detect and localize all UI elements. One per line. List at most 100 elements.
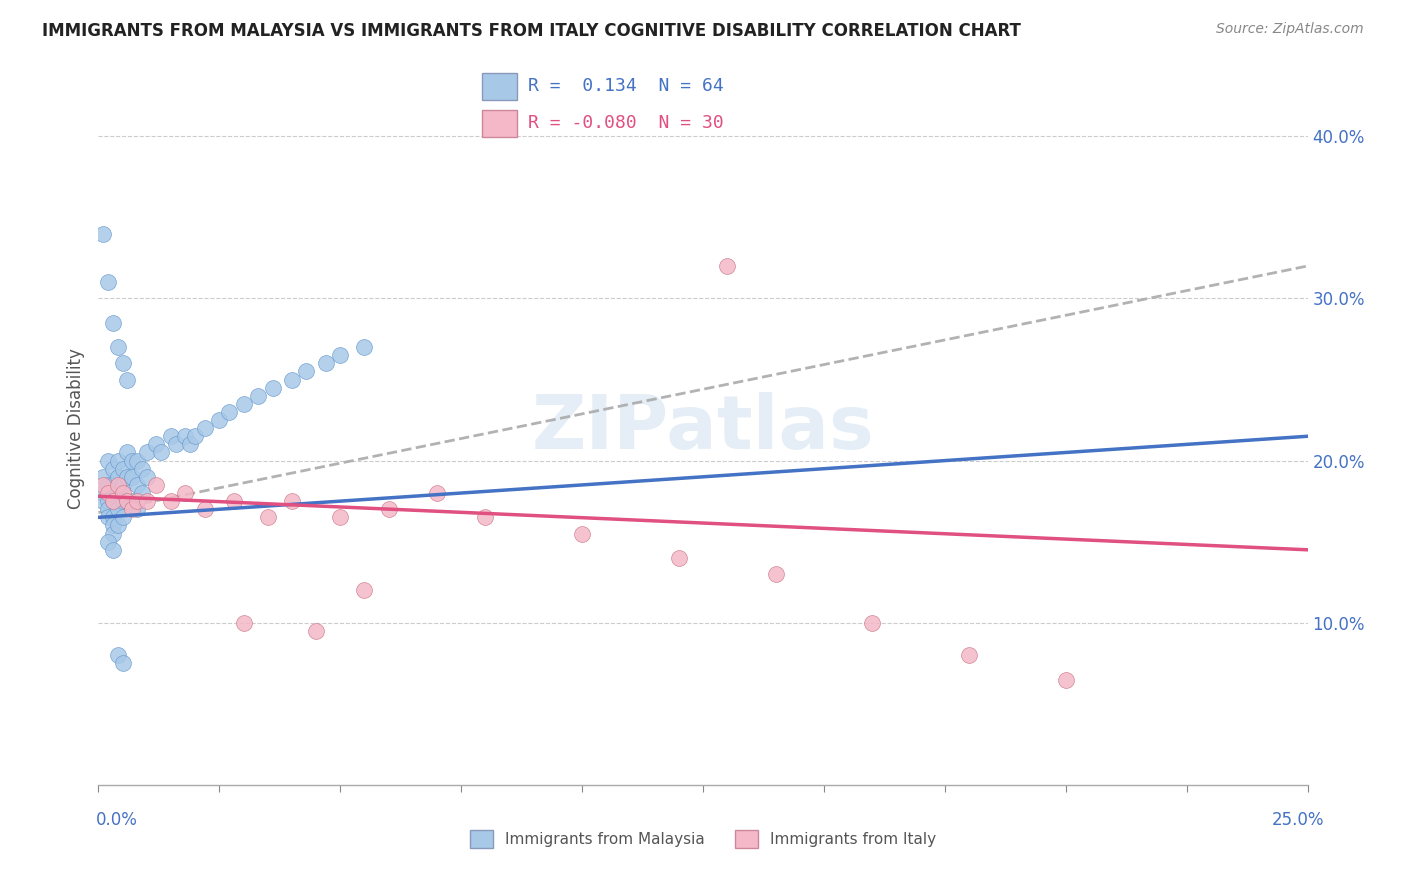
Point: [117, 470, 139, 484]
Point: [101, 542, 124, 557]
Point: [101, 494, 124, 508]
Point: [101, 461, 124, 475]
Point: [179, 437, 201, 451]
Point: [111, 461, 134, 475]
Point: [107, 486, 129, 500]
Point: [135, 470, 157, 484]
Y-axis label: Cognitive Disability: Cognitive Disability: [66, 348, 84, 508]
Point: [97, 494, 120, 508]
Text: R =  0.134  N = 64: R = 0.134 N = 64: [529, 78, 724, 95]
Point: [101, 316, 124, 330]
Point: [117, 372, 139, 386]
Point: [117, 494, 139, 508]
Text: 0.0%: 0.0%: [96, 811, 138, 829]
Point: [101, 518, 124, 533]
Point: [97, 502, 120, 516]
Point: [117, 445, 139, 459]
Point: [101, 478, 124, 492]
Point: [111, 356, 134, 370]
Point: [218, 405, 240, 419]
Point: [208, 413, 231, 427]
Point: [329, 510, 352, 524]
Point: [377, 502, 399, 516]
Point: [160, 494, 183, 508]
Point: [101, 510, 124, 524]
Bar: [482, 72, 516, 100]
Point: [174, 429, 197, 443]
Point: [353, 583, 375, 598]
Point: [131, 461, 153, 475]
Point: [716, 259, 738, 273]
Point: [127, 502, 149, 516]
Point: [135, 494, 157, 508]
Text: 25.0%: 25.0%: [1272, 811, 1324, 829]
Point: [91, 478, 114, 492]
Point: [150, 445, 173, 459]
Point: [107, 518, 129, 533]
Point: [117, 494, 139, 508]
Point: [305, 624, 328, 638]
Point: [131, 486, 153, 500]
Point: [315, 356, 337, 370]
Point: [281, 494, 304, 508]
Point: [121, 470, 143, 484]
Point: [107, 478, 129, 492]
Point: [295, 364, 318, 378]
Point: [97, 478, 120, 492]
Point: [957, 648, 980, 663]
Point: [111, 657, 134, 671]
Point: [860, 615, 883, 630]
Legend: Immigrants from Malaysia, Immigrants from Italy: Immigrants from Malaysia, Immigrants fro…: [463, 822, 943, 855]
Point: [101, 526, 124, 541]
Point: [111, 478, 134, 492]
Point: [281, 372, 304, 386]
Point: [107, 648, 129, 663]
Bar: [482, 110, 516, 137]
Point: [127, 453, 149, 467]
Point: [91, 227, 114, 241]
Point: [97, 510, 120, 524]
Point: [91, 486, 114, 500]
Point: [194, 421, 217, 435]
Point: [222, 494, 245, 508]
Point: [256, 510, 278, 524]
Point: [111, 510, 134, 524]
Point: [174, 486, 197, 500]
Text: IMMIGRANTS FROM MALAYSIA VS IMMIGRANTS FROM ITALY COGNITIVE DISABILITY CORRELATI: IMMIGRANTS FROM MALAYSIA VS IMMIGRANTS F…: [42, 22, 1021, 40]
Point: [121, 494, 143, 508]
Point: [111, 494, 134, 508]
Point: [107, 340, 129, 354]
Point: [571, 526, 593, 541]
Point: [107, 502, 129, 516]
Point: [262, 381, 284, 395]
Point: [101, 494, 124, 508]
Point: [97, 534, 120, 549]
Point: [474, 510, 496, 524]
Point: [107, 470, 129, 484]
Point: [160, 429, 183, 443]
Point: [145, 478, 167, 492]
Point: [765, 567, 787, 582]
Point: [184, 429, 207, 443]
Point: [121, 453, 143, 467]
Point: [135, 445, 157, 459]
Point: [353, 340, 375, 354]
Point: [247, 389, 270, 403]
Point: [127, 494, 149, 508]
Point: [329, 348, 352, 362]
Point: [91, 470, 114, 484]
Point: [426, 486, 449, 500]
Point: [145, 437, 167, 451]
Point: [232, 615, 254, 630]
Point: [232, 397, 254, 411]
Text: R = -0.080  N = 30: R = -0.080 N = 30: [529, 114, 724, 132]
Point: [97, 275, 120, 289]
Point: [97, 486, 120, 500]
Point: [91, 494, 114, 508]
Point: [668, 550, 690, 565]
Point: [165, 437, 187, 451]
Point: [107, 453, 129, 467]
Point: [194, 502, 217, 516]
Text: Source: ZipAtlas.com: Source: ZipAtlas.com: [1216, 22, 1364, 37]
Point: [121, 502, 143, 516]
